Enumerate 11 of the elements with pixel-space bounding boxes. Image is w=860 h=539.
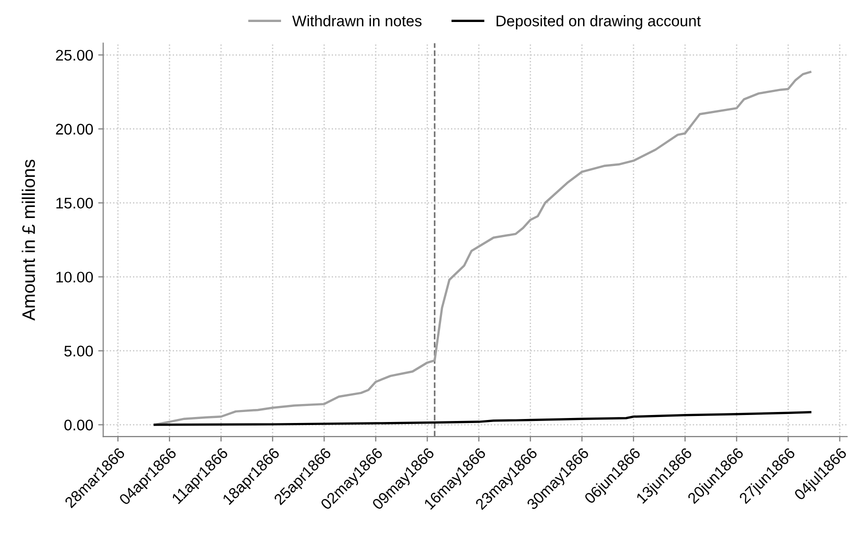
y-axis-title: Amount in £ millions	[22, 160, 36, 321]
line-series	[154, 70, 812, 426]
y-tick-label: 25.00	[56, 50, 93, 61]
y-tick-label: 10.00	[56, 272, 93, 283]
y-tick-label: 15.00	[56, 198, 93, 209]
legend-label: Withdrawn in notes	[292, 15, 422, 26]
legend-label: Deposited on drawing account	[496, 15, 701, 30]
y-tick-label: 0.00	[64, 420, 93, 430]
y-tick-label: 20.00	[56, 124, 93, 135]
y-tick-label: 5.00	[64, 346, 93, 356]
line-series	[154, 411, 812, 426]
